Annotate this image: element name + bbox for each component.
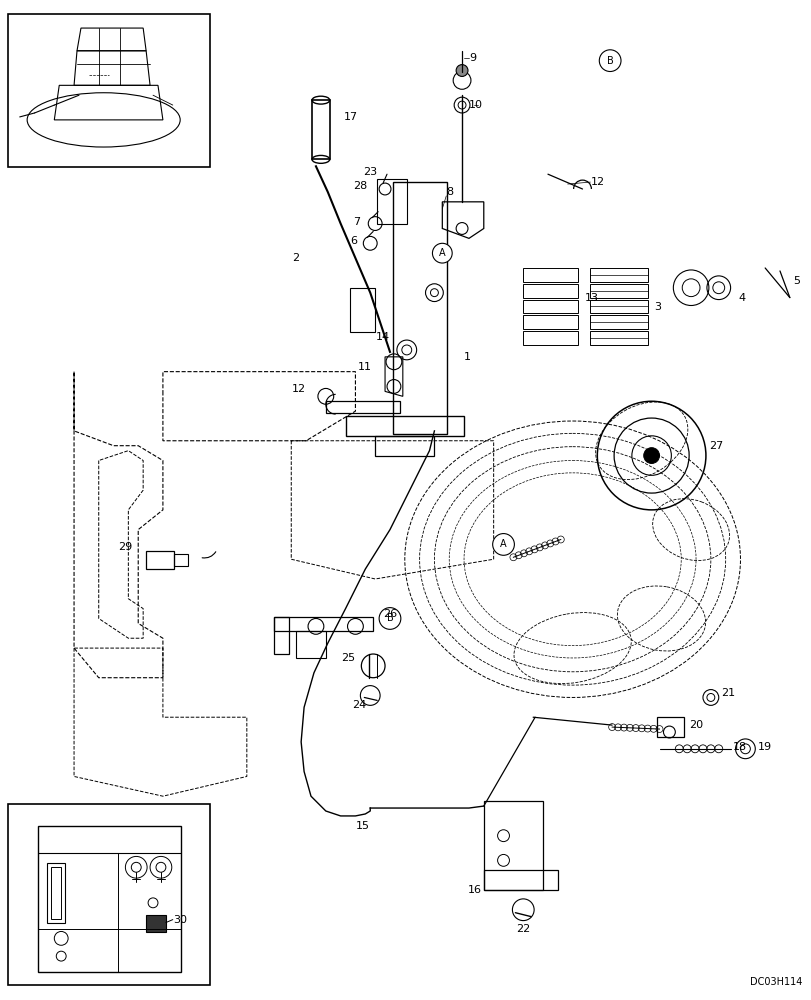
Text: 5: 5 [792, 276, 799, 286]
Text: 26: 26 [383, 609, 397, 619]
Bar [522, 315, 577, 329]
Text: 10: 10 [469, 100, 483, 110]
Bar [146, 551, 174, 569]
Text: 7: 7 [353, 217, 360, 227]
Bar [590, 331, 647, 345]
Bar [590, 300, 647, 313]
Bar [393, 182, 447, 434]
Bar [274, 617, 289, 654]
Bar [325, 401, 399, 413]
Bar [590, 284, 647, 298]
Text: B: B [606, 56, 613, 66]
Bar [174, 554, 187, 566]
Text: 29: 29 [118, 542, 132, 552]
Text: 1: 1 [463, 352, 470, 362]
Text: A: A [500, 539, 506, 549]
Text: 11: 11 [358, 362, 371, 372]
Text: 3: 3 [654, 302, 661, 312]
Bar [656, 717, 684, 737]
Bar [376, 179, 406, 224]
Text: 13: 13 [584, 293, 598, 303]
Text: 12: 12 [590, 177, 604, 187]
Bar [274, 617, 373, 631]
Bar [47, 863, 65, 923]
Text: 19: 19 [757, 742, 771, 752]
Text: 12: 12 [292, 384, 306, 394]
Bar [522, 284, 577, 298]
Text: 14: 14 [375, 332, 389, 342]
Text: 4: 4 [737, 293, 744, 303]
Circle shape [453, 72, 470, 89]
Circle shape [599, 50, 620, 72]
Circle shape [432, 243, 452, 263]
Text: 22: 22 [516, 924, 530, 934]
Circle shape [643, 448, 659, 463]
Text: 24: 24 [352, 700, 367, 710]
Text: 20: 20 [689, 720, 702, 730]
Bar [522, 331, 577, 345]
Text: A: A [439, 248, 445, 258]
Bar [146, 915, 165, 932]
Bar [8, 14, 210, 167]
Text: 27: 27 [708, 441, 723, 451]
Text: B: B [386, 613, 393, 623]
Bar [311, 100, 329, 159]
Bar [483, 801, 543, 890]
Circle shape [492, 534, 513, 555]
Text: 8: 8 [446, 187, 453, 197]
Text: 16: 16 [467, 885, 481, 895]
Bar [51, 867, 61, 919]
Text: 28: 28 [353, 181, 367, 191]
Circle shape [456, 65, 467, 76]
Text: 18: 18 [732, 742, 746, 752]
Text: 17: 17 [343, 112, 358, 122]
Text: 2: 2 [292, 253, 298, 263]
Bar [37, 826, 181, 972]
Text: DC03H114: DC03H114 [749, 977, 802, 987]
Bar [590, 268, 647, 282]
Text: 23: 23 [363, 167, 377, 177]
Bar [590, 315, 647, 329]
Text: 9: 9 [469, 53, 475, 63]
Text: 15: 15 [355, 821, 369, 831]
Text: 25: 25 [341, 653, 355, 663]
Text: 21: 21 [720, 688, 734, 698]
Bar [522, 268, 577, 282]
Circle shape [379, 608, 401, 629]
Text: 30: 30 [173, 915, 187, 925]
Bar [522, 300, 577, 313]
Text: 6: 6 [350, 236, 357, 246]
Bar [8, 804, 210, 985]
